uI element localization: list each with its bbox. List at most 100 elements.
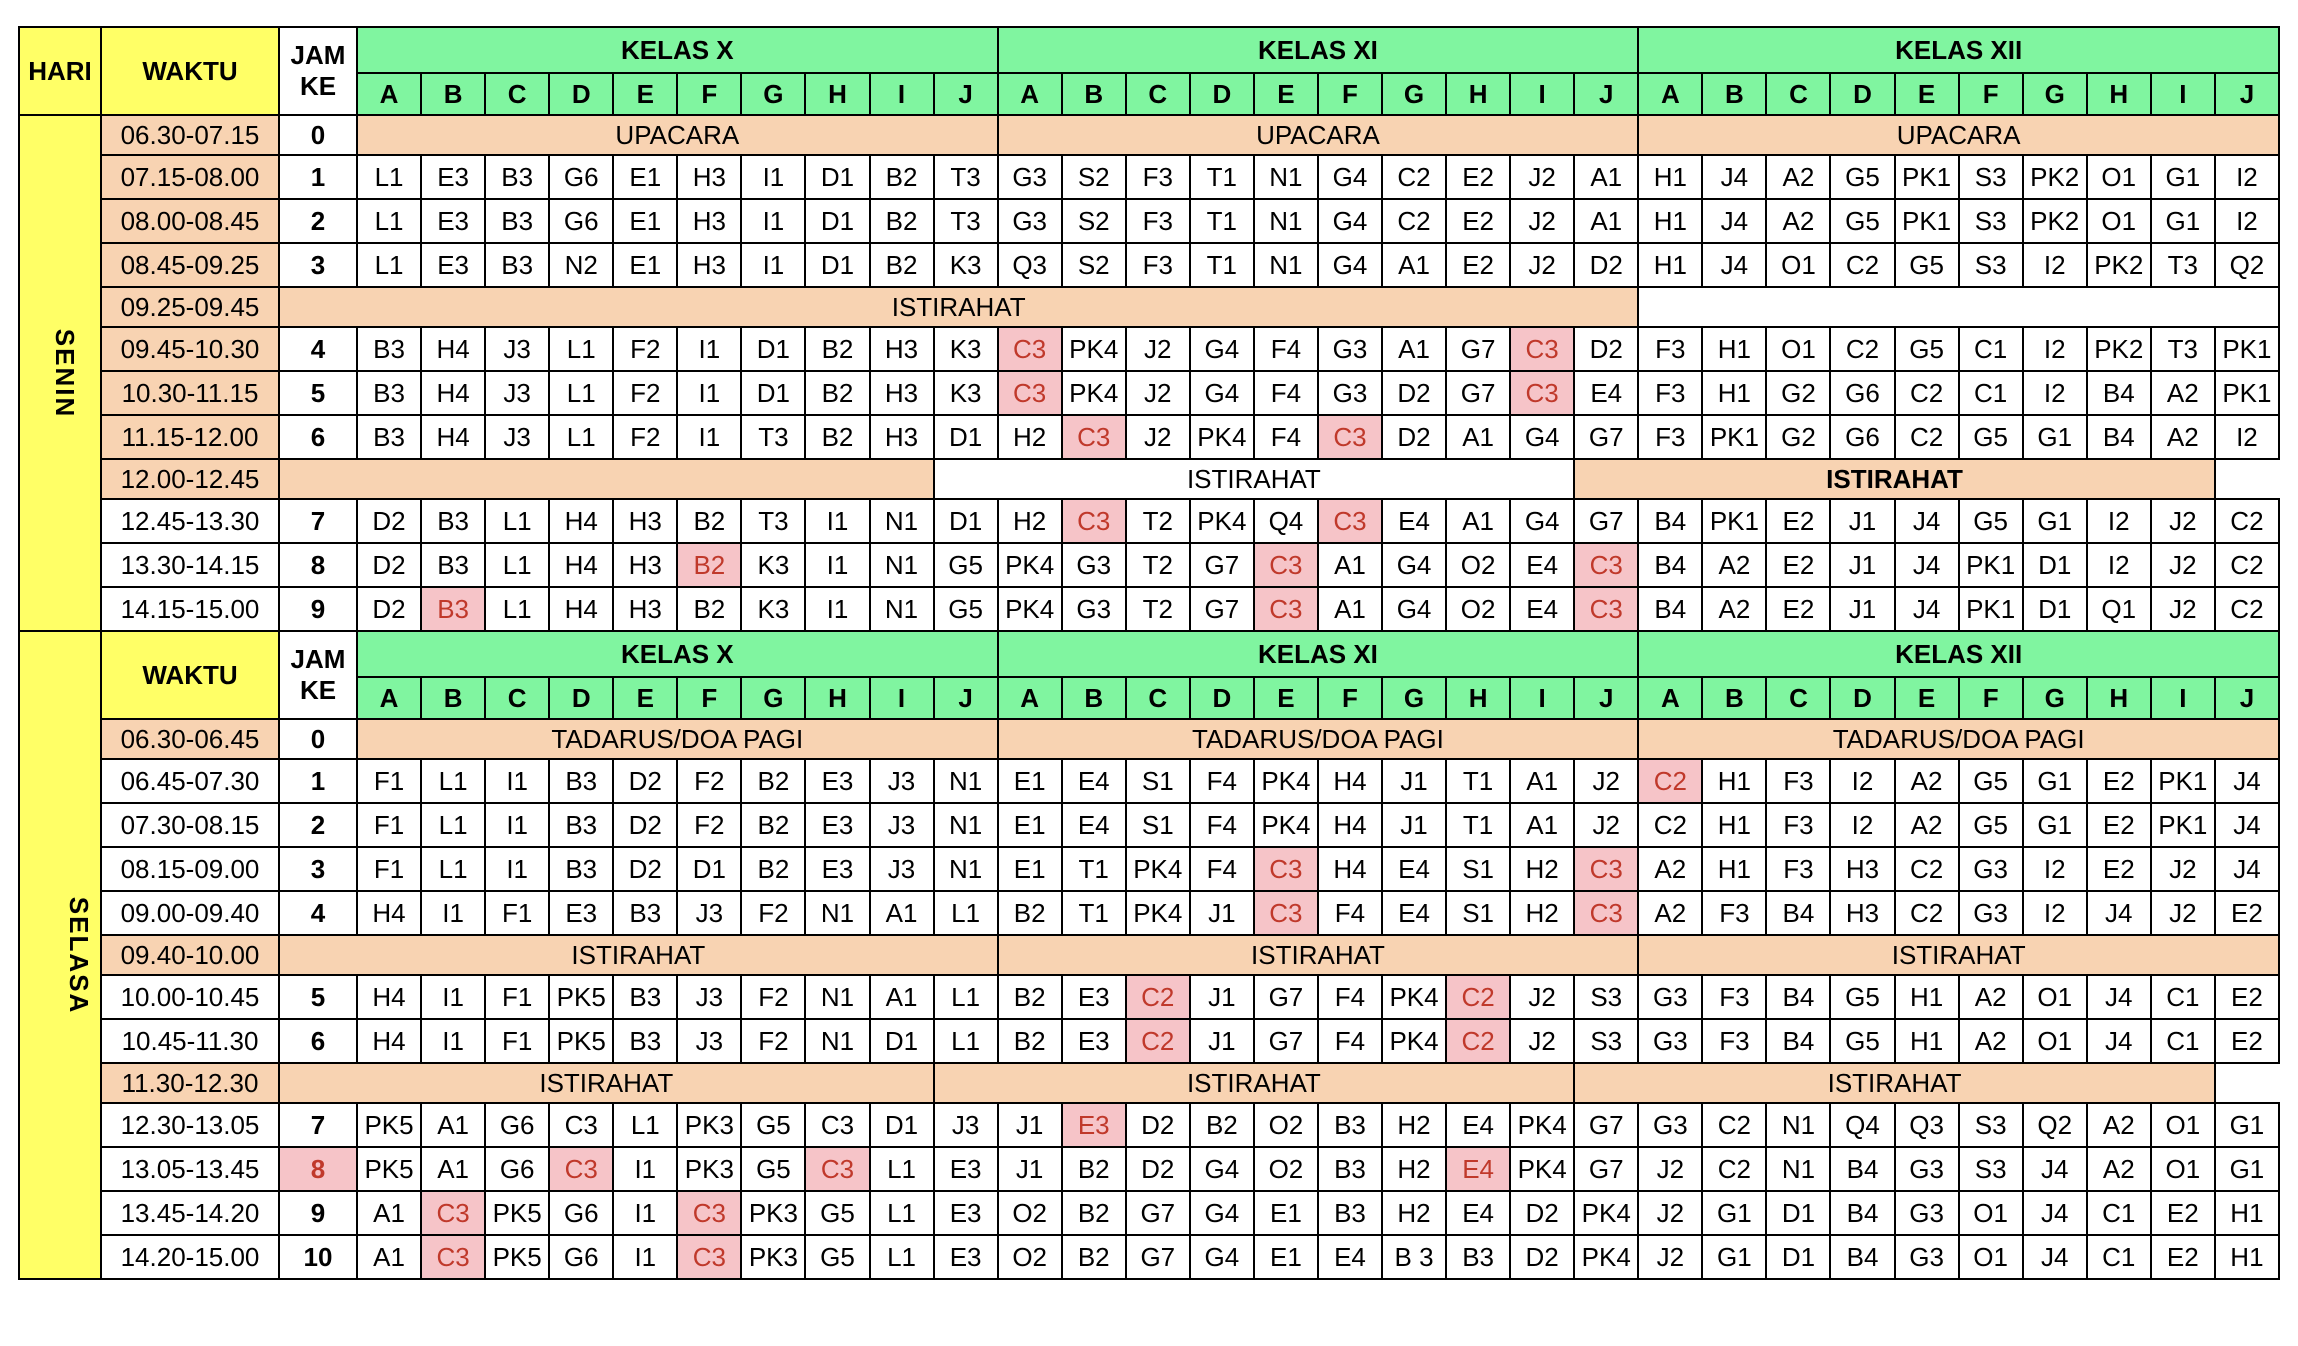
subject-cell: B4 [1765,890,1832,936]
subject-cell: G2 [1765,370,1832,416]
subject-cell: D1 [804,242,871,288]
subject-cell: T2 [1124,498,1191,544]
subject-cell: A2 [1637,890,1704,936]
subject-cell: J2 [1637,1234,1704,1280]
subject-cell: N1 [804,1018,871,1064]
subject-cell: PK1 [2213,326,2281,372]
subject-cell: D2 [1124,1102,1191,1148]
subject-cell: C3 [548,1102,615,1148]
jam-ke-cell: 6 [278,414,358,460]
subject-cell: J4 [2213,802,2281,848]
subject-cell: B2 [1060,1146,1127,1192]
subject-cell: S1 [1445,890,1512,936]
subject-cell: E4 [1380,498,1448,544]
subject-cell: H4 [1316,802,1384,848]
class-letter-header: B [420,72,487,116]
subject-cell: Q4 [1829,1102,1896,1148]
subject-cell: C2 [1445,974,1512,1020]
subject-cell: G4 [1509,498,1576,544]
subject-cell: PK4 [1380,974,1448,1020]
class-letter-header: F [1957,72,2024,116]
subject-cell: Q2 [2021,1102,2088,1148]
class-letter-header: D [1829,676,1896,720]
subject-cell: H3 [612,586,679,632]
subject-cell: J4 [1701,242,1768,288]
subject-cell: G5 [1829,974,1896,1020]
class-letter-header: B [1060,72,1127,116]
break-band: ISTIRAHAT [932,1062,1576,1104]
class-letter-header: F [1316,676,1384,720]
subject-cell: G4 [1509,414,1576,460]
subject-cell: F3 [1637,370,1704,416]
subject-cell: F2 [676,802,743,848]
subject-cell: I2 [1829,758,1896,804]
subject-cell: F3 [1765,846,1832,892]
subject-cell: PK5 [548,974,615,1020]
subject-cell: H1 [1893,974,1960,1020]
subject-cell: A2 [1765,154,1832,200]
subject-cell: H3 [868,370,935,416]
subject-cell: L1 [932,974,999,1020]
subject-cell: C2 [1445,1018,1512,1064]
subject-cell: A2 [1957,974,2024,1020]
subject-cell: G7 [1188,586,1255,632]
class-letter-header: C [1124,676,1191,720]
subject-cell: E4 [1509,586,1576,632]
subject-cell: E4 [1380,846,1448,892]
subject-cell: D2 [1573,242,1640,288]
class-letter-header: I [868,676,935,720]
subject-cell: B2 [1060,1190,1127,1236]
subject-cell: I1 [484,758,551,804]
subject-cell: G1 [2213,1146,2281,1192]
subject-cell: L1 [355,154,423,200]
subject-cell: T1 [1188,198,1255,244]
subject-cell: C3 [804,1146,871,1192]
subject-cell: N1 [1252,242,1319,288]
class-letter-header: G [1380,676,1448,720]
subject-cell: H4 [420,414,487,460]
subject-cell: E3 [420,198,487,244]
class-letter-header: J [1573,676,1640,720]
subject-cell: C2 [2213,586,2281,632]
subject-cell: PK2 [2021,198,2088,244]
time-cell: 10.30-11.15 [100,370,280,416]
subject-cell: E2 [1765,498,1832,544]
subject-cell: C2 [2213,542,2281,588]
subject-cell: E2 [2149,1234,2216,1280]
subject-cell: E3 [1060,1018,1127,1064]
subject-cell: G4 [1188,326,1255,372]
subject-cell: E3 [932,1190,999,1236]
schedule-row: 10.30-11.15 5 B3 H4 J3 L1 F2 I1 D1 B2 H3 K3 C3 PK4 J2 G… [19,370,2281,416]
subject-cell: O2 [1445,586,1512,632]
subject-cell: G5 [1957,414,2024,460]
subject-cell: J1 [1188,1018,1255,1064]
schedule-row: 12.00-12.45 ISTIRAHAT ISTIRAHAT [19,458,2279,500]
subject-cell: T3 [2149,326,2216,372]
subject-cell: F2 [612,414,679,460]
subject-cell: E3 [932,1234,999,1280]
schedule-row: 08.45-09.25 3 L1 E3 B3 N2 E1 H3 I1 D1 B2 K3 Q3 S2 F3 T1… [19,242,2281,288]
subject-cell: F1 [484,1018,551,1064]
subject-cell: E3 [804,802,871,848]
subject-cell: F3 [1701,1018,1768,1064]
subject-cell: S3 [1957,198,2024,244]
subject-cell: D1 [2021,542,2088,588]
subject-cell: F2 [612,326,679,372]
subject-cell: E3 [932,1146,999,1192]
subject-cell: B3 [355,370,423,416]
subject-cell: H4 [355,974,423,1020]
time-cell: 11.30-12.30 [100,1062,280,1104]
subject-cell: C3 [1060,414,1127,460]
subject-cell: F4 [1188,802,1255,848]
subject-cell: PK5 [548,1018,615,1064]
subject-cell: C3 [1060,498,1127,544]
subject-cell: I2 [1829,802,1896,848]
subject-cell: G3 [1637,974,1704,1020]
subject-cell: B2 [740,802,807,848]
subject-cell: C2 [1829,242,1896,288]
subject-cell: F4 [1316,1018,1384,1064]
subject-cell: T1 [1188,154,1255,200]
subject-cell: H4 [1316,846,1384,892]
subject-cell: G3 [996,198,1063,244]
subject-cell: I1 [612,1190,679,1236]
